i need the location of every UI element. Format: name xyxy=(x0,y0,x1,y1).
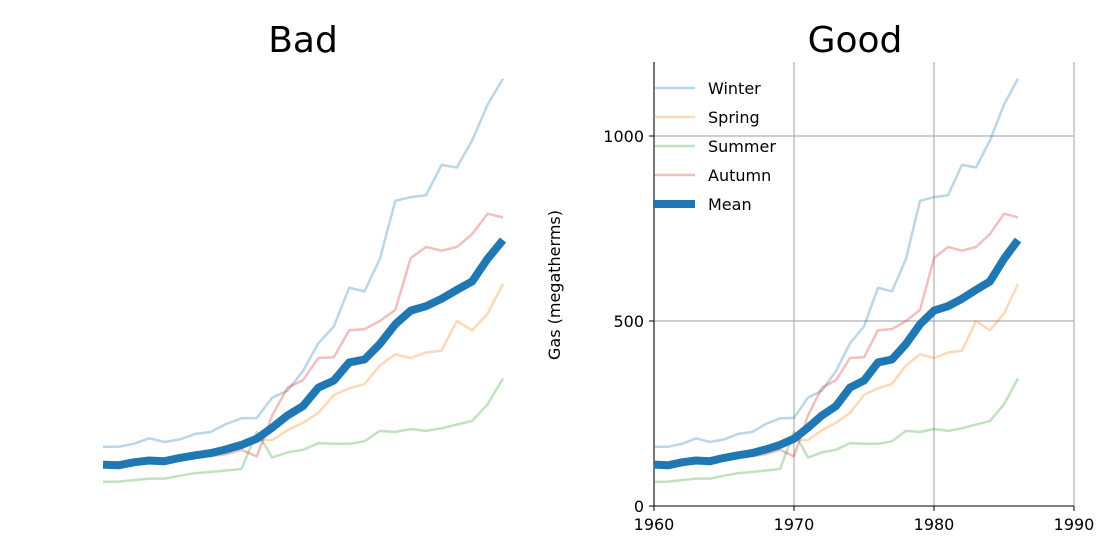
legend-item-winter: Winter xyxy=(653,79,761,98)
legend-label: Winter xyxy=(708,79,761,98)
good-x-tick-label: 1960 xyxy=(634,515,675,534)
good-series-winter xyxy=(654,78,1020,449)
good-x-tick-label: 1970 xyxy=(774,515,815,534)
bad-series-summer xyxy=(102,377,505,484)
good-series-group xyxy=(653,78,1022,484)
good-legend: Winter Spring Summer Autumn Mean xyxy=(653,79,776,214)
good-series-mean xyxy=(653,237,1022,470)
bad-series-winter xyxy=(103,77,505,449)
bad-series-group xyxy=(102,77,507,484)
panel-title-good: Good xyxy=(808,20,903,61)
panel-bad: Bad xyxy=(102,20,507,484)
good-x-tick-label: 1990 xyxy=(1054,515,1095,534)
legend-item-mean: Mean xyxy=(653,195,752,214)
good-series-spring xyxy=(653,283,1020,467)
legend-item-autumn: Autumn xyxy=(653,166,771,185)
legend-item-summer: Summer xyxy=(653,137,776,156)
good-axes: 1960 1970 1980 1990 0 500 1000 xyxy=(603,62,1094,534)
legend-item-spring: Spring xyxy=(653,108,760,127)
bad-series-spring xyxy=(102,283,505,467)
panel-good: Good 1960 1970 1980 1990 0 500 1000 Gas (megat… xyxy=(545,20,1094,534)
bad-series-mean xyxy=(102,237,507,470)
good-x-tick-label: 1980 xyxy=(914,515,955,534)
legend-label: Autumn xyxy=(708,166,771,185)
legend-label: Summer xyxy=(708,137,776,156)
good-y-axis-label: Gas (megatherms) xyxy=(545,210,564,360)
good-y-tick-label: 0 xyxy=(634,497,644,516)
good-grid xyxy=(653,62,1075,506)
legend-label: Mean xyxy=(708,195,752,214)
panel-title-bad: Bad xyxy=(268,20,338,61)
legend-label: Spring xyxy=(708,108,760,127)
good-y-tick-label: 1000 xyxy=(603,127,644,146)
good-y-tick-label: 500 xyxy=(613,312,644,331)
good-series-summer xyxy=(653,377,1020,484)
